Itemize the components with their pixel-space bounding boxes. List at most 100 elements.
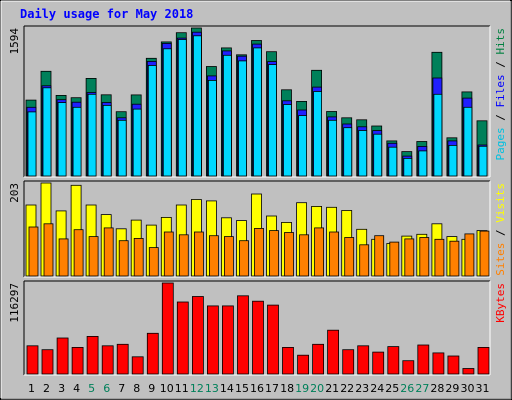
x-tick-20: 20 bbox=[310, 382, 324, 395]
panels: 1594 Pages / Files / Hits 203 Sites / Visit… bbox=[8, 25, 507, 376]
bar-kbytes-12 bbox=[191, 296, 204, 375]
bar-sites-13 bbox=[208, 235, 219, 277]
bar-kbytes-14 bbox=[221, 305, 234, 375]
x-tick-8: 8 bbox=[133, 382, 140, 395]
bar-sites-28 bbox=[434, 238, 445, 277]
x-tick-17: 17 bbox=[265, 382, 279, 395]
series-pages bbox=[27, 35, 488, 177]
bar-kbytes-25 bbox=[387, 346, 400, 375]
x-tick-21: 21 bbox=[325, 382, 339, 395]
legend-hits-files-pages: Pages / Files / Hits bbox=[494, 28, 507, 161]
legend-part-hits-files-pages-0: Pages bbox=[494, 127, 507, 160]
x-tick-6: 6 bbox=[103, 382, 110, 395]
x-tick-4: 4 bbox=[73, 382, 80, 395]
bar-sites-29 bbox=[449, 240, 460, 277]
panel-visits-sites: 203 Sites / Visits bbox=[8, 180, 507, 278]
legend-visits-sites: Sites / Visits bbox=[494, 183, 507, 276]
x-tick-14: 14 bbox=[220, 382, 234, 395]
x-tick-labels: 1 2 3 4 5 6 7 8 9 10 11 12 13 14 15 16 17 18 19 20 21 22 23 24 2… bbox=[28, 382, 490, 395]
chart-title: Daily usage for May 2018 bbox=[20, 7, 193, 21]
legend-part-hits-files-pages-4: Hits bbox=[494, 28, 507, 55]
bar-kbytes-5 bbox=[86, 335, 99, 375]
bar-pages-15 bbox=[238, 60, 247, 177]
bar-kbytes-24 bbox=[372, 351, 385, 375]
x-tick-19: 19 bbox=[295, 382, 309, 395]
bar-kbytes-6 bbox=[101, 345, 114, 375]
bar-sites-18 bbox=[284, 232, 294, 277]
bar-pages-9 bbox=[147, 65, 157, 177]
legend-part-hits-files-pages-3: / bbox=[494, 55, 507, 75]
bar-kbytes-23 bbox=[357, 345, 370, 375]
legend-part-hits-files-pages-1: / bbox=[494, 108, 507, 128]
bar-pages-3 bbox=[57, 102, 67, 177]
bar-pages-6 bbox=[102, 105, 112, 177]
bar-kbytes-17 bbox=[267, 304, 279, 375]
bar-sites-11 bbox=[178, 234, 189, 277]
bar-pages-28 bbox=[433, 93, 443, 177]
legend-kbytes: KBytes bbox=[494, 283, 507, 323]
bar-pages-10 bbox=[162, 48, 172, 177]
bar-sites-27 bbox=[419, 237, 430, 277]
bar-sites-30 bbox=[464, 233, 475, 277]
x-tick-2: 2 bbox=[43, 382, 50, 395]
bar-kbytes-28 bbox=[432, 352, 445, 375]
bar-kbytes-4 bbox=[71, 346, 84, 375]
panel-kbytes: 116297 KBytes bbox=[8, 280, 507, 376]
bar-kbytes-3 bbox=[56, 337, 69, 375]
ymax-label-kbytes: 116297 bbox=[8, 283, 21, 323]
x-tick-24: 24 bbox=[370, 382, 384, 395]
bar-sites-23 bbox=[359, 244, 370, 277]
x-tick-16: 16 bbox=[250, 382, 264, 395]
x-tick-29: 29 bbox=[445, 382, 459, 395]
bar-sites-22 bbox=[344, 237, 355, 277]
bar-sites-16 bbox=[254, 227, 264, 277]
x-tick-28: 28 bbox=[430, 382, 444, 395]
x-tick-3: 3 bbox=[58, 382, 65, 395]
bar-kbytes-19 bbox=[297, 354, 310, 375]
x-tick-13: 13 bbox=[205, 382, 219, 395]
bar-pages-19 bbox=[298, 115, 308, 177]
bar-sites-2 bbox=[43, 223, 54, 277]
bar-kbytes-18 bbox=[282, 346, 294, 375]
series-kbytes bbox=[26, 282, 490, 375]
x-tick-5: 5 bbox=[88, 382, 95, 395]
legend-part-visits-sites-1: / bbox=[494, 223, 507, 243]
bar-sites-8 bbox=[133, 237, 144, 277]
bar-sites-4 bbox=[73, 229, 84, 277]
x-tick-25: 25 bbox=[385, 382, 399, 395]
bar-pages-16 bbox=[253, 47, 262, 177]
bar-pages-21 bbox=[328, 119, 338, 177]
bar-sites-21 bbox=[329, 231, 340, 277]
ymax-label-hits-files-pages: 1594 bbox=[8, 28, 21, 55]
x-tick-31: 31 bbox=[476, 382, 490, 395]
x-tick-22: 22 bbox=[340, 382, 354, 395]
bar-kbytes-7 bbox=[116, 343, 129, 375]
bar-pages-23 bbox=[358, 130, 368, 177]
bar-pages-27 bbox=[418, 150, 428, 177]
x-tick-26: 26 bbox=[400, 382, 414, 395]
legend-part-visits-sites-2: Visits bbox=[494, 183, 507, 223]
bar-pages-22 bbox=[343, 127, 353, 177]
bar-kbytes-13 bbox=[206, 305, 219, 375]
bar-kbytes-27 bbox=[417, 344, 430, 375]
x-tick-12: 12 bbox=[190, 382, 204, 395]
x-tick-10: 10 bbox=[160, 382, 174, 395]
bar-sites-12 bbox=[193, 231, 204, 277]
bar-kbytes-11 bbox=[176, 301, 189, 375]
bar-sites-24 bbox=[374, 235, 385, 277]
bar-sites-20 bbox=[314, 227, 325, 277]
bar-sites-7 bbox=[118, 240, 129, 277]
bar-kbytes-9 bbox=[146, 332, 159, 375]
bar-pages-25 bbox=[388, 146, 398, 177]
bar-pages-26 bbox=[403, 157, 413, 177]
bar-pages-24 bbox=[373, 133, 383, 177]
x-tick-18: 18 bbox=[280, 382, 294, 395]
bar-sites-26 bbox=[404, 238, 415, 277]
legend-part-hits-files-pages-2: Files bbox=[494, 74, 507, 107]
bar-pages-31 bbox=[478, 145, 488, 177]
bar-pages-5 bbox=[87, 93, 97, 177]
bar-kbytes-20 bbox=[312, 343, 325, 375]
bar-kbytes-15 bbox=[237, 295, 249, 375]
bar-kbytes-30 bbox=[462, 368, 475, 375]
bar-sites-17 bbox=[269, 230, 279, 277]
